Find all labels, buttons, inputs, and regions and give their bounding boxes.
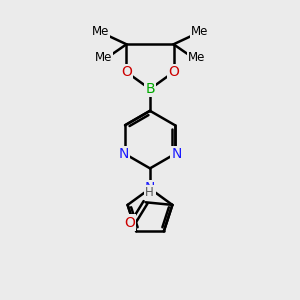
Text: N: N	[118, 147, 129, 161]
Text: H: H	[145, 186, 154, 199]
Text: N: N	[171, 147, 182, 161]
Text: O: O	[124, 216, 135, 230]
Text: B: B	[145, 82, 155, 96]
Text: Me: Me	[191, 25, 208, 38]
Text: Me: Me	[92, 25, 109, 38]
Text: Me: Me	[95, 51, 112, 64]
Text: O: O	[168, 65, 179, 79]
Text: Me: Me	[188, 51, 205, 64]
Text: O: O	[121, 65, 132, 79]
Text: N: N	[145, 181, 155, 195]
